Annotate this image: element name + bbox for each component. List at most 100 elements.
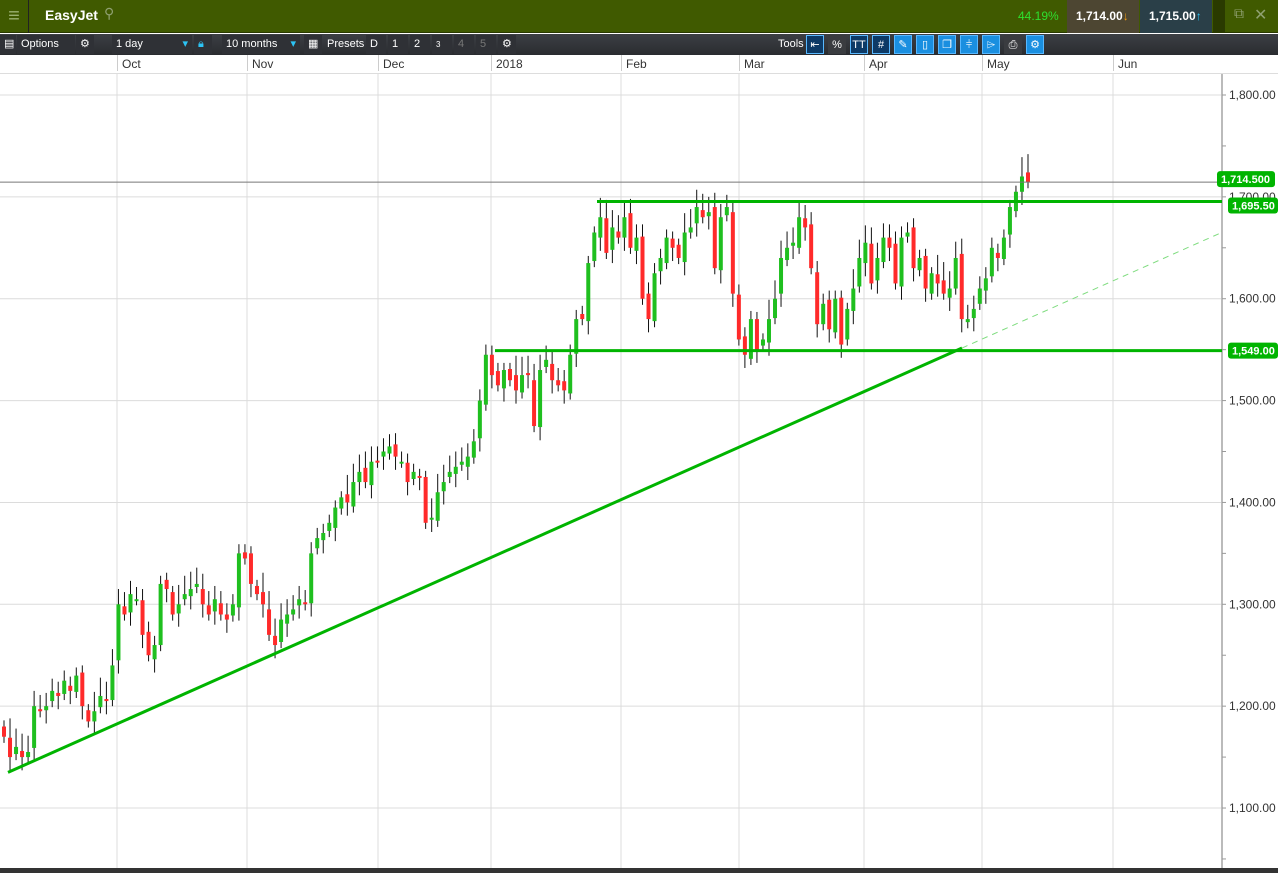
windows-icon[interactable]: ❐ <box>938 35 956 54</box>
candle-body <box>62 680 67 694</box>
price-chart[interactable]: 1,800.001,700.001,600.001,500.001,400.00… <box>0 74 1278 868</box>
preset-1[interactable]: 1 <box>388 35 408 54</box>
candle-body <box>652 273 657 322</box>
candle-body <box>983 278 988 291</box>
settings-edit-icon[interactable]: ⚙ <box>1026 35 1044 54</box>
buy-button[interactable]: 1,715.00↑ <box>1140 0 1212 33</box>
candle-body <box>182 594 187 600</box>
indicator-icon[interactable]: ⫩ <box>960 35 978 54</box>
candle-body <box>538 370 543 428</box>
candle-body <box>44 706 49 711</box>
candle-body <box>411 471 416 480</box>
preset-d[interactable]: D <box>366 35 386 54</box>
candle-body <box>351 482 356 507</box>
candle-body <box>164 579 169 590</box>
candle-body <box>8 737 13 758</box>
candle-body <box>459 461 464 465</box>
tag-icon[interactable]: ⌲ <box>982 35 1000 54</box>
candle-body <box>815 272 820 325</box>
candle-body <box>754 319 759 350</box>
resistance-tag-label: 1,695.50 <box>1232 200 1275 212</box>
candle-body <box>495 371 500 386</box>
grid-icon[interactable]: # <box>872 35 890 54</box>
candle-body <box>700 210 705 218</box>
price-tick-label: 1,800.00 <box>1229 88 1276 102</box>
candle-body <box>98 695 103 708</box>
print-icon[interactable]: ⎙ <box>1004 35 1022 54</box>
candle-body <box>501 370 506 389</box>
candle-icon[interactable]: ▯ <box>916 35 934 54</box>
support-tag <box>1228 342 1278 359</box>
grip-handle[interactable] <box>1213 0 1225 33</box>
candle-body <box>965 319 970 323</box>
hamburger-icon[interactable]: ≡ <box>0 0 29 33</box>
arrow-down-icon: ↓ <box>1122 9 1129 23</box>
month-label: Feb <box>621 55 647 71</box>
preset-3[interactable]: 3 <box>432 35 452 54</box>
candle-body <box>899 237 904 287</box>
candle-body <box>779 257 784 294</box>
candle-body <box>435 492 440 521</box>
candle-body <box>399 461 404 464</box>
candle-body <box>616 231 621 238</box>
candle-body <box>477 400 482 439</box>
candle-body <box>200 589 205 605</box>
candle-body <box>279 619 284 642</box>
preset-5[interactable]: 5 <box>476 35 496 54</box>
percent-button[interactable]: % <box>828 35 846 54</box>
candle-body <box>676 244 681 258</box>
candle-body <box>893 243 898 284</box>
candle-body <box>309 553 314 604</box>
candle-body <box>682 232 687 263</box>
candle-body <box>188 589 193 597</box>
back-arrow-icon[interactable]: ⇤ <box>806 35 824 54</box>
candle-body <box>574 319 579 354</box>
candle-body <box>935 274 940 284</box>
candle-body <box>152 645 157 660</box>
interval-value: 1 day <box>116 38 143 50</box>
candle-body <box>291 609 296 615</box>
tools-label: Tools <box>778 38 804 50</box>
candle-body <box>32 706 37 748</box>
price-tick-label: 1,400.00 <box>1229 495 1276 509</box>
month-label: Jun <box>1113 55 1137 71</box>
candle-body <box>104 699 109 702</box>
candle-body <box>489 354 494 376</box>
candle-body <box>471 441 476 458</box>
candle-body <box>297 599 302 606</box>
draw-grid-icon[interactable]: ✎ <box>894 35 912 54</box>
search-icon[interactable]: ⚲ <box>104 5 115 21</box>
sell-price: 1,714.00 <box>1076 9 1123 23</box>
close-icon[interactable]: ✕ <box>1254 7 1268 24</box>
options-button[interactable]: Options <box>17 35 75 54</box>
month-label: Nov <box>247 55 273 71</box>
candle-body <box>947 288 952 298</box>
popout-icon[interactable]: ⧉ <box>1234 5 1244 21</box>
range-value: 10 months <box>226 38 278 50</box>
candle-body <box>851 288 856 311</box>
price-tick-label: 1,500.00 <box>1229 394 1276 408</box>
preset-4[interactable]: 4 <box>454 35 474 54</box>
preset-2[interactable]: 2 <box>410 35 430 54</box>
candle-body <box>730 212 735 294</box>
candle-body <box>110 665 115 701</box>
list-icon[interactable]: ▤ <box>0 35 16 54</box>
settings-gear-icon[interactable]: ⚙ <box>498 35 516 54</box>
gear-icon[interactable]: ⚙ <box>76 35 94 54</box>
price-tick-label: 1,100.00 <box>1229 801 1276 815</box>
bottom-scrollbar[interactable] <box>0 868 1278 873</box>
candle-body <box>773 298 778 319</box>
candle-body <box>785 247 790 261</box>
support-tag-label: 1,549.00 <box>1232 346 1275 358</box>
candle-body <box>254 585 259 595</box>
range-select[interactable]: 10 months ▾ <box>222 35 300 54</box>
lock-icon[interactable]: 🔒︎ <box>194 35 212 54</box>
candle-body <box>598 217 603 238</box>
month-label: Mar <box>739 55 765 71</box>
candle-body <box>369 461 374 486</box>
calendar-icon[interactable]: ▦ <box>304 35 322 54</box>
sell-button[interactable]: 1,714.00↓ <box>1067 0 1139 33</box>
chart-toolbar: ▤ Options ⚙ 1 day ▾ 🔒︎ 10 months ▾ ▦ Prese… <box>0 34 1278 55</box>
interval-select[interactable]: 1 day ▾ <box>112 35 192 54</box>
text-size-button[interactable]: TT <box>850 35 868 54</box>
